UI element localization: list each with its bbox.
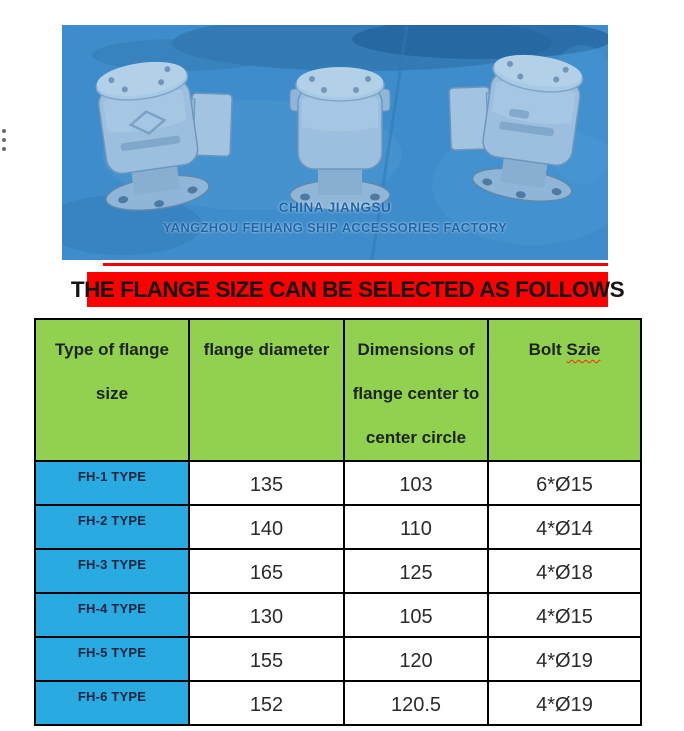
photo-caption: CHINA JIANGSU YANGZHOU FEIHANG SHIP ACCE…	[62, 200, 608, 235]
table-row: FH-6 TYPE 152 120.5 4*Ø19	[34, 680, 642, 726]
header-bolt-size: Bolt Szie	[487, 318, 642, 462]
row-flange-diameter: 152	[188, 680, 345, 726]
header-center-circle-dimensions: Dimensions of flange center to center ci…	[343, 318, 489, 462]
row-type-label: FH-5 TYPE	[34, 636, 190, 682]
row-flange-diameter: 155	[188, 636, 345, 682]
row-bolt-size: 4*Ø19	[487, 636, 642, 682]
photo-caption-line1: CHINA JIANGSU	[278, 200, 392, 215]
row-center-circle: 120.5	[343, 680, 489, 726]
row-type-label: FH-2 TYPE	[34, 504, 190, 550]
valves-photo-illustration	[62, 25, 608, 260]
row-bolt-size: 6*Ø15	[487, 460, 642, 506]
row-type-label: FH-3 TYPE	[34, 548, 190, 594]
table-row: FH-4 TYPE 130 105 4*Ø15	[34, 592, 642, 638]
row-center-circle: 125	[343, 548, 489, 594]
header-type-of-flange-size: Type of flange size	[34, 318, 190, 462]
row-center-circle: 103	[343, 460, 489, 506]
banner-text: THE FLANGE SIZE CAN BE SELECTED AS FOLLO…	[70, 276, 625, 302]
header-flange-diameter: flange diameter	[188, 318, 345, 462]
row-flange-diameter: 135	[188, 460, 345, 506]
row-center-circle: 110	[343, 504, 489, 550]
table-row: FH-5 TYPE 155 120 4*Ø19	[34, 636, 642, 682]
row-bolt-size: 4*Ø18	[487, 548, 642, 594]
row-type-label: FH-1 TYPE	[34, 460, 190, 506]
row-flange-diameter: 165	[188, 548, 345, 594]
valve-right	[448, 54, 584, 202]
header-szie-word-misspelled: Szie	[566, 340, 601, 359]
valve-middle	[289, 67, 391, 211]
row-center-circle: 120	[343, 636, 489, 682]
valve-left	[95, 61, 233, 211]
row-flange-diameter: 130	[188, 592, 345, 638]
photo-caption-line2: YANGZHOU FEIHANG SHIP ACCESSORIES FACTOR…	[162, 220, 508, 235]
table-header-row: Type of flange size flange diameter Dime…	[34, 318, 642, 462]
table-row: FH-1 TYPE 135 103 6*Ø15	[34, 460, 642, 506]
vertical-ellipsis-icon[interactable]	[2, 129, 6, 151]
flange-size-table: Type of flange size flange diameter Dime…	[34, 318, 642, 726]
row-type-label: FH-4 TYPE	[34, 592, 190, 638]
product-photo: CHINA JIANGSU YANGZHOU FEIHANG SHIP ACCE…	[62, 25, 608, 260]
row-type-label: FH-6 TYPE	[34, 680, 190, 726]
red-accent-line	[103, 263, 608, 266]
flange-size-banner: THE FLANGE SIZE CAN BE SELECTED AS FOLLO…	[71, 272, 625, 307]
row-bolt-size: 4*Ø15	[487, 592, 642, 638]
header-bolt-word: Bolt	[528, 340, 562, 359]
row-flange-diameter: 140	[188, 504, 345, 550]
table-row: FH-3 TYPE 165 125 4*Ø18	[34, 548, 642, 594]
table-row: FH-2 TYPE 140 110 4*Ø14	[34, 504, 642, 550]
row-center-circle: 105	[343, 592, 489, 638]
row-bolt-size: 4*Ø19	[487, 680, 642, 726]
row-bolt-size: 4*Ø14	[487, 504, 642, 550]
